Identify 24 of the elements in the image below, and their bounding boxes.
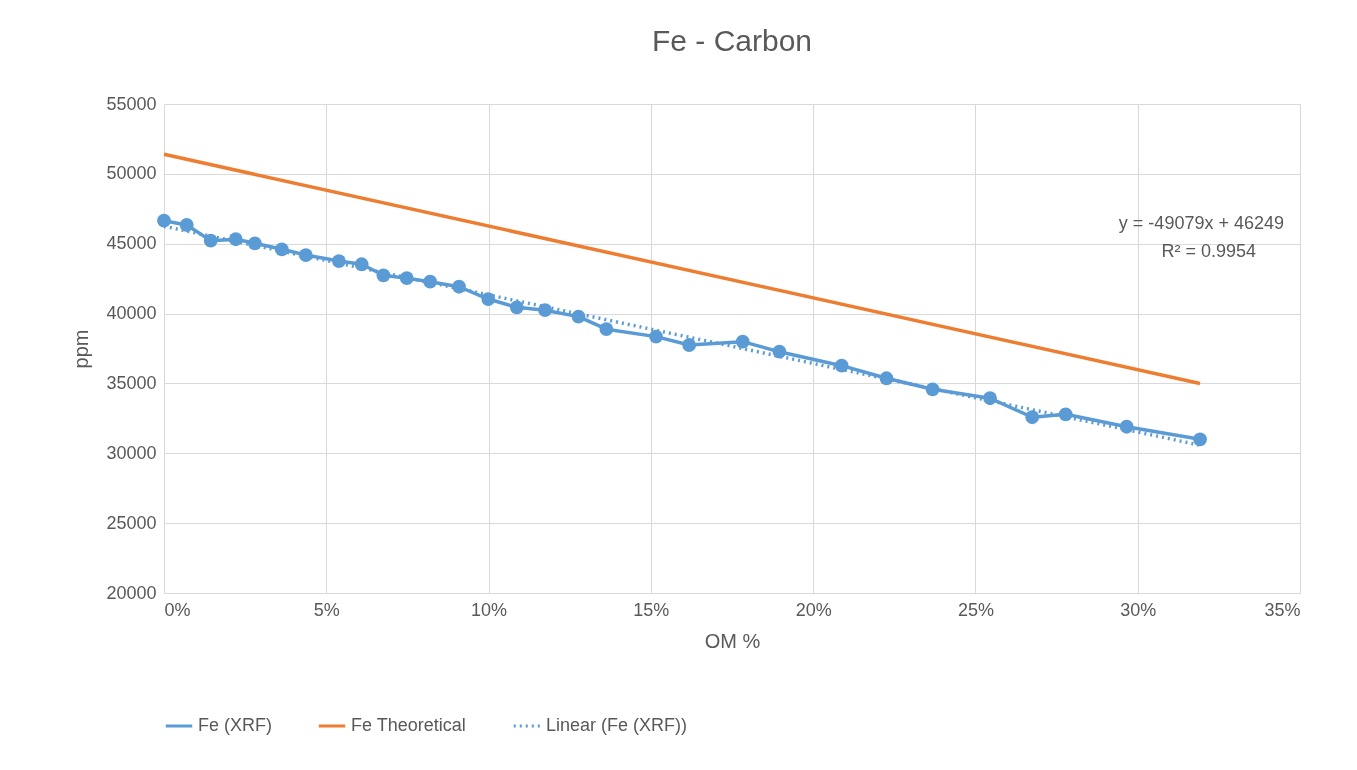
legend-label: Fe (XRF) [198,715,272,735]
annotation: R² = 0.9954 [1161,241,1256,261]
y-tick-label: 35000 [106,372,157,393]
x-axis-title: OM % [704,629,761,652]
y-tick-label: 40000 [106,303,157,324]
y-tick-label: 45000 [106,233,157,254]
y-tick-label: 20000 [106,582,157,603]
x-tick-label: 20% [795,599,832,620]
x-tick-label: 30% [1120,599,1157,620]
x-tick-label: 15% [633,599,670,620]
x-tick-label: 10% [471,599,508,620]
legend-label: Linear (Fe (XRF)) [546,715,688,735]
annotation: y = -49079x + 46249 [1118,213,1284,233]
x-tick-label: 35% [1264,599,1301,620]
x-tick-label: 5% [313,599,340,620]
x-tick-label: 0% [164,599,191,620]
y-axis-title: ppm [70,329,93,369]
legend-label: Fe Theoretical [351,715,466,735]
y-tick-label: 30000 [106,442,157,463]
y-tick-label: 55000 [106,93,157,114]
chart-title: Fe - Carbon [651,24,813,57]
x-tick-label: 25% [957,599,994,620]
y-tick-label: 25000 [106,512,157,533]
y-tick-label: 50000 [106,163,157,184]
